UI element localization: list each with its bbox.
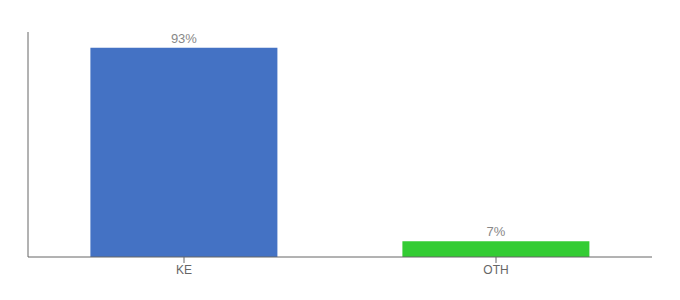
svg-text:KE: KE xyxy=(176,263,192,277)
svg-text:93%: 93% xyxy=(171,31,197,46)
svg-text:OTH: OTH xyxy=(483,263,508,277)
svg-text:7%: 7% xyxy=(487,224,506,239)
